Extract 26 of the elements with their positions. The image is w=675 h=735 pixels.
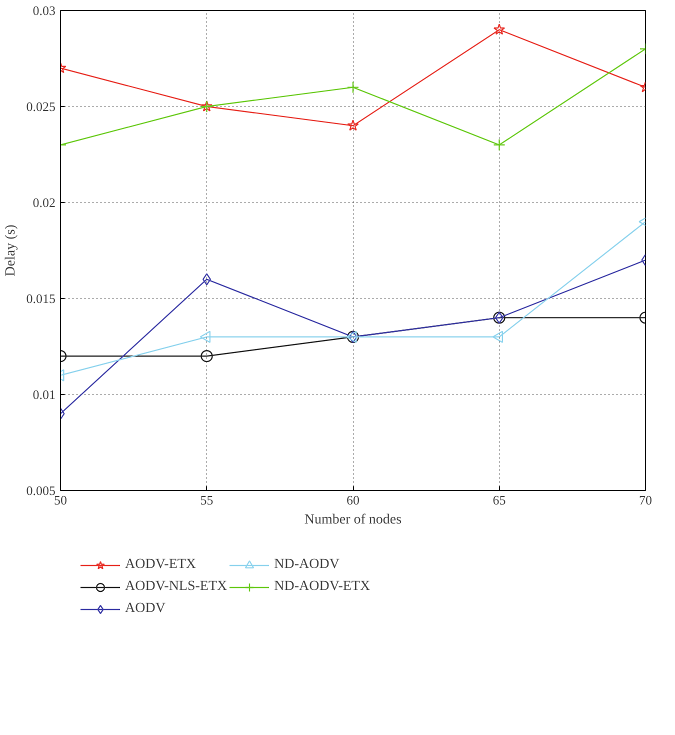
point [202,273,212,286]
x-tick-label: 65 [492,492,506,508]
y-tick-label: 0.015 [26,291,56,306]
legend-label: ND-AODV-ETX [274,579,370,595]
point [346,330,357,343]
x-tick-label: 60 [346,492,360,508]
y-tick-label: 0.005 [26,483,56,498]
x-tick-label: 50 [54,492,67,508]
y-axis-title: Delay (s) [3,224,18,276]
point [492,330,504,343]
legend-label: AODV-ETX [125,557,196,573]
y-tick-label: 0.025 [26,99,56,114]
y-tick-label: 0.01 [32,387,56,402]
legend-label: ND-AODV [274,557,340,573]
point [200,350,213,362]
legend-label: AODV-NLS-ETX [125,579,228,595]
y-tick-label: 0.03 [32,3,56,18]
point [493,24,506,35]
point [347,120,359,131]
point [493,138,506,151]
x-axis-title: Number of nodes [304,512,402,528]
y-tick-label: 0.02 [32,195,56,210]
x-tick-label: 70 [639,492,652,508]
x-tick-label: 55 [200,492,214,508]
legend-label: AODV [125,601,166,617]
point [346,81,360,94]
